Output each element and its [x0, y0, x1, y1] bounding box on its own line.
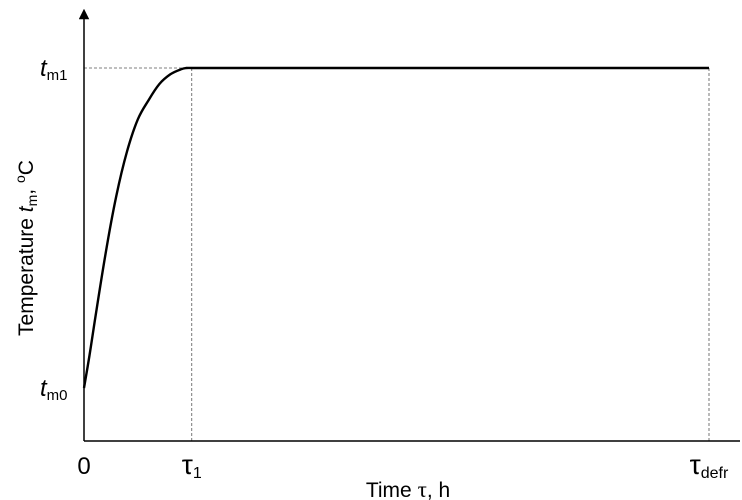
x-tick-label-tau1: τ1 [182, 449, 202, 482]
x-axis-label: Time τ, h [366, 477, 450, 500]
x-tick-label-taudefr: τdefr [690, 449, 729, 482]
y-tick-label-tm1: tm1 [40, 55, 68, 84]
y-axis-label: Temperature tm, oC [12, 160, 40, 336]
series-line-0 [82, 66, 709, 389]
y-tick-label-tm0: tm0 [40, 375, 68, 404]
x-tick-label-origin: 0 [77, 453, 90, 480]
